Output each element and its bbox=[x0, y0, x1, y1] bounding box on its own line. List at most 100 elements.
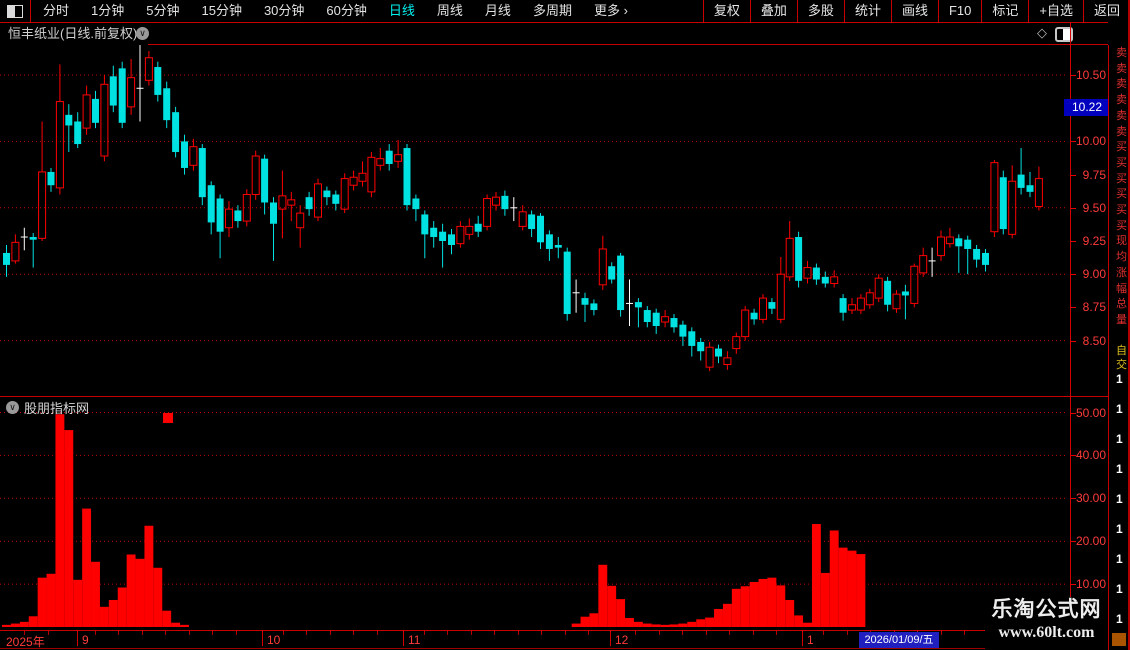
candle bbox=[803, 260, 812, 284]
candle bbox=[74, 112, 82, 149]
week-tick bbox=[776, 631, 777, 635]
action-button-画线[interactable]: 画线 bbox=[890, 0, 938, 22]
indicator-bar bbox=[82, 508, 92, 627]
candle bbox=[189, 138, 198, 171]
period-tab-多周期[interactable]: 多周期 bbox=[532, 3, 572, 18]
period-tab-分时[interactable]: 分时 bbox=[43, 3, 70, 18]
period-tab-月线[interactable]: 月线 bbox=[484, 3, 511, 18]
week-tick bbox=[353, 631, 354, 635]
action-button-复权[interactable]: 复权 bbox=[702, 0, 750, 22]
indicator-bar bbox=[669, 624, 679, 627]
candle bbox=[198, 144, 206, 206]
window-right-border bbox=[1128, 0, 1130, 650]
indicator-label: 40.00 bbox=[1075, 448, 1106, 463]
period-tabs: 分时 1分钟 5分钟 15分钟 30分钟 60分钟 日线 周线 月线 多周期 更多 › bbox=[32, 0, 639, 22]
watermark-url: www.60lt.com bbox=[998, 624, 1095, 641]
candle bbox=[884, 276, 892, 312]
candle bbox=[421, 210, 429, 259]
period-tab-5分钟[interactable]: 5分钟 bbox=[146, 3, 180, 18]
quote-fragment: 交 bbox=[1116, 359, 1127, 371]
week-tick bbox=[283, 631, 284, 635]
indicator-bar bbox=[838, 547, 848, 627]
candle bbox=[163, 81, 171, 129]
indicator-bar bbox=[10, 623, 20, 627]
candle bbox=[439, 223, 447, 268]
period-tab-日线[interactable]: 日线 bbox=[388, 3, 415, 18]
candle bbox=[518, 205, 527, 231]
action-button-叠加[interactable]: 叠加 bbox=[749, 0, 797, 22]
candle bbox=[100, 75, 109, 162]
indicator-bar bbox=[820, 572, 830, 627]
period-tab-15分钟[interactable]: 15分钟 bbox=[201, 3, 242, 18]
quote-fragment: 1 bbox=[1116, 612, 1123, 626]
watermark: 乐淘公式网 www.60lt.com bbox=[985, 597, 1108, 650]
candle bbox=[928, 247, 936, 277]
candlestick-chart[interactable] bbox=[0, 45, 1066, 396]
indicator-header[interactable]: ∨ 股朋指标网 bbox=[6, 399, 89, 416]
indicator-tick bbox=[1071, 455, 1076, 457]
candle bbox=[848, 298, 856, 315]
price-label: 10.00 bbox=[1075, 134, 1106, 149]
quote-fragment: 1 bbox=[1116, 432, 1123, 446]
action-button-+自选[interactable]: +自选 bbox=[1028, 0, 1083, 22]
quote-fragment: 自 bbox=[1116, 345, 1127, 357]
panel-toggle-icon[interactable] bbox=[1055, 27, 1073, 42]
candle bbox=[937, 230, 945, 261]
week-tick bbox=[541, 631, 542, 635]
chart-title-bar: 恒丰纸业(日线.前复权) ∨ ◇ bbox=[0, 23, 1130, 44]
signal-marker bbox=[163, 413, 173, 423]
indicator-bar bbox=[135, 558, 145, 627]
indicator-bar bbox=[126, 554, 136, 627]
indicator-histogram[interactable] bbox=[0, 397, 1066, 630]
candle bbox=[270, 197, 277, 261]
indicator-tick bbox=[1071, 584, 1076, 586]
candle bbox=[785, 221, 794, 281]
indicator-bar bbox=[794, 615, 804, 627]
action-button-统计[interactable]: 统计 bbox=[843, 0, 891, 22]
candle bbox=[652, 308, 660, 334]
week-tick bbox=[964, 631, 965, 635]
quote-fragment: 买 bbox=[1116, 204, 1127, 216]
week-tick bbox=[95, 631, 96, 635]
candle bbox=[109, 65, 117, 113]
candle bbox=[144, 51, 153, 86]
week-tick bbox=[118, 631, 119, 635]
period-tab-30分钟[interactable]: 30分钟 bbox=[263, 3, 305, 18]
indicator-bar bbox=[607, 585, 617, 627]
candle bbox=[795, 231, 803, 288]
candle bbox=[1034, 166, 1043, 211]
action-button-多股[interactable]: 多股 bbox=[796, 0, 844, 22]
quote-fragment: 量 bbox=[1116, 313, 1127, 326]
period-tab-1分钟[interactable]: 1分钟 bbox=[91, 3, 125, 18]
candle bbox=[510, 197, 518, 222]
quote-fragment: 卖 bbox=[1116, 62, 1127, 75]
month-tick bbox=[802, 631, 803, 646]
candle bbox=[38, 121, 47, 241]
chevron-down-icon[interactable]: ∨ bbox=[136, 27, 149, 40]
week-tick bbox=[424, 631, 425, 635]
indicator-bar bbox=[687, 621, 697, 627]
indicator-bar bbox=[651, 624, 661, 627]
candle bbox=[207, 181, 215, 235]
indicator-bar bbox=[55, 414, 65, 627]
action-button-F10[interactable]: F10 bbox=[937, 0, 981, 22]
price-label: 8.75 bbox=[1082, 300, 1106, 315]
diamond-icon[interactable]: ◇ bbox=[1037, 25, 1047, 40]
week-tick bbox=[588, 631, 589, 635]
indicator-bar bbox=[64, 430, 74, 627]
candle bbox=[65, 104, 73, 153]
week-tick bbox=[565, 631, 566, 635]
period-tab-周线[interactable]: 周线 bbox=[436, 3, 463, 18]
action-button-标记[interactable]: 标记 bbox=[981, 0, 1028, 22]
indicator-bar bbox=[91, 561, 100, 627]
action-button-返回[interactable]: 返回 bbox=[1082, 0, 1130, 22]
indicator-bar bbox=[28, 616, 38, 627]
chevron-down-icon[interactable]: ∨ bbox=[6, 400, 19, 414]
layout-toggle-button[interactable] bbox=[0, 0, 31, 22]
period-tab-60分钟[interactable]: 60分钟 bbox=[326, 3, 367, 18]
period-tab-更多 ›[interactable]: 更多 › bbox=[593, 3, 628, 18]
indicator-bar bbox=[714, 608, 723, 627]
indicator-bar bbox=[46, 573, 56, 627]
